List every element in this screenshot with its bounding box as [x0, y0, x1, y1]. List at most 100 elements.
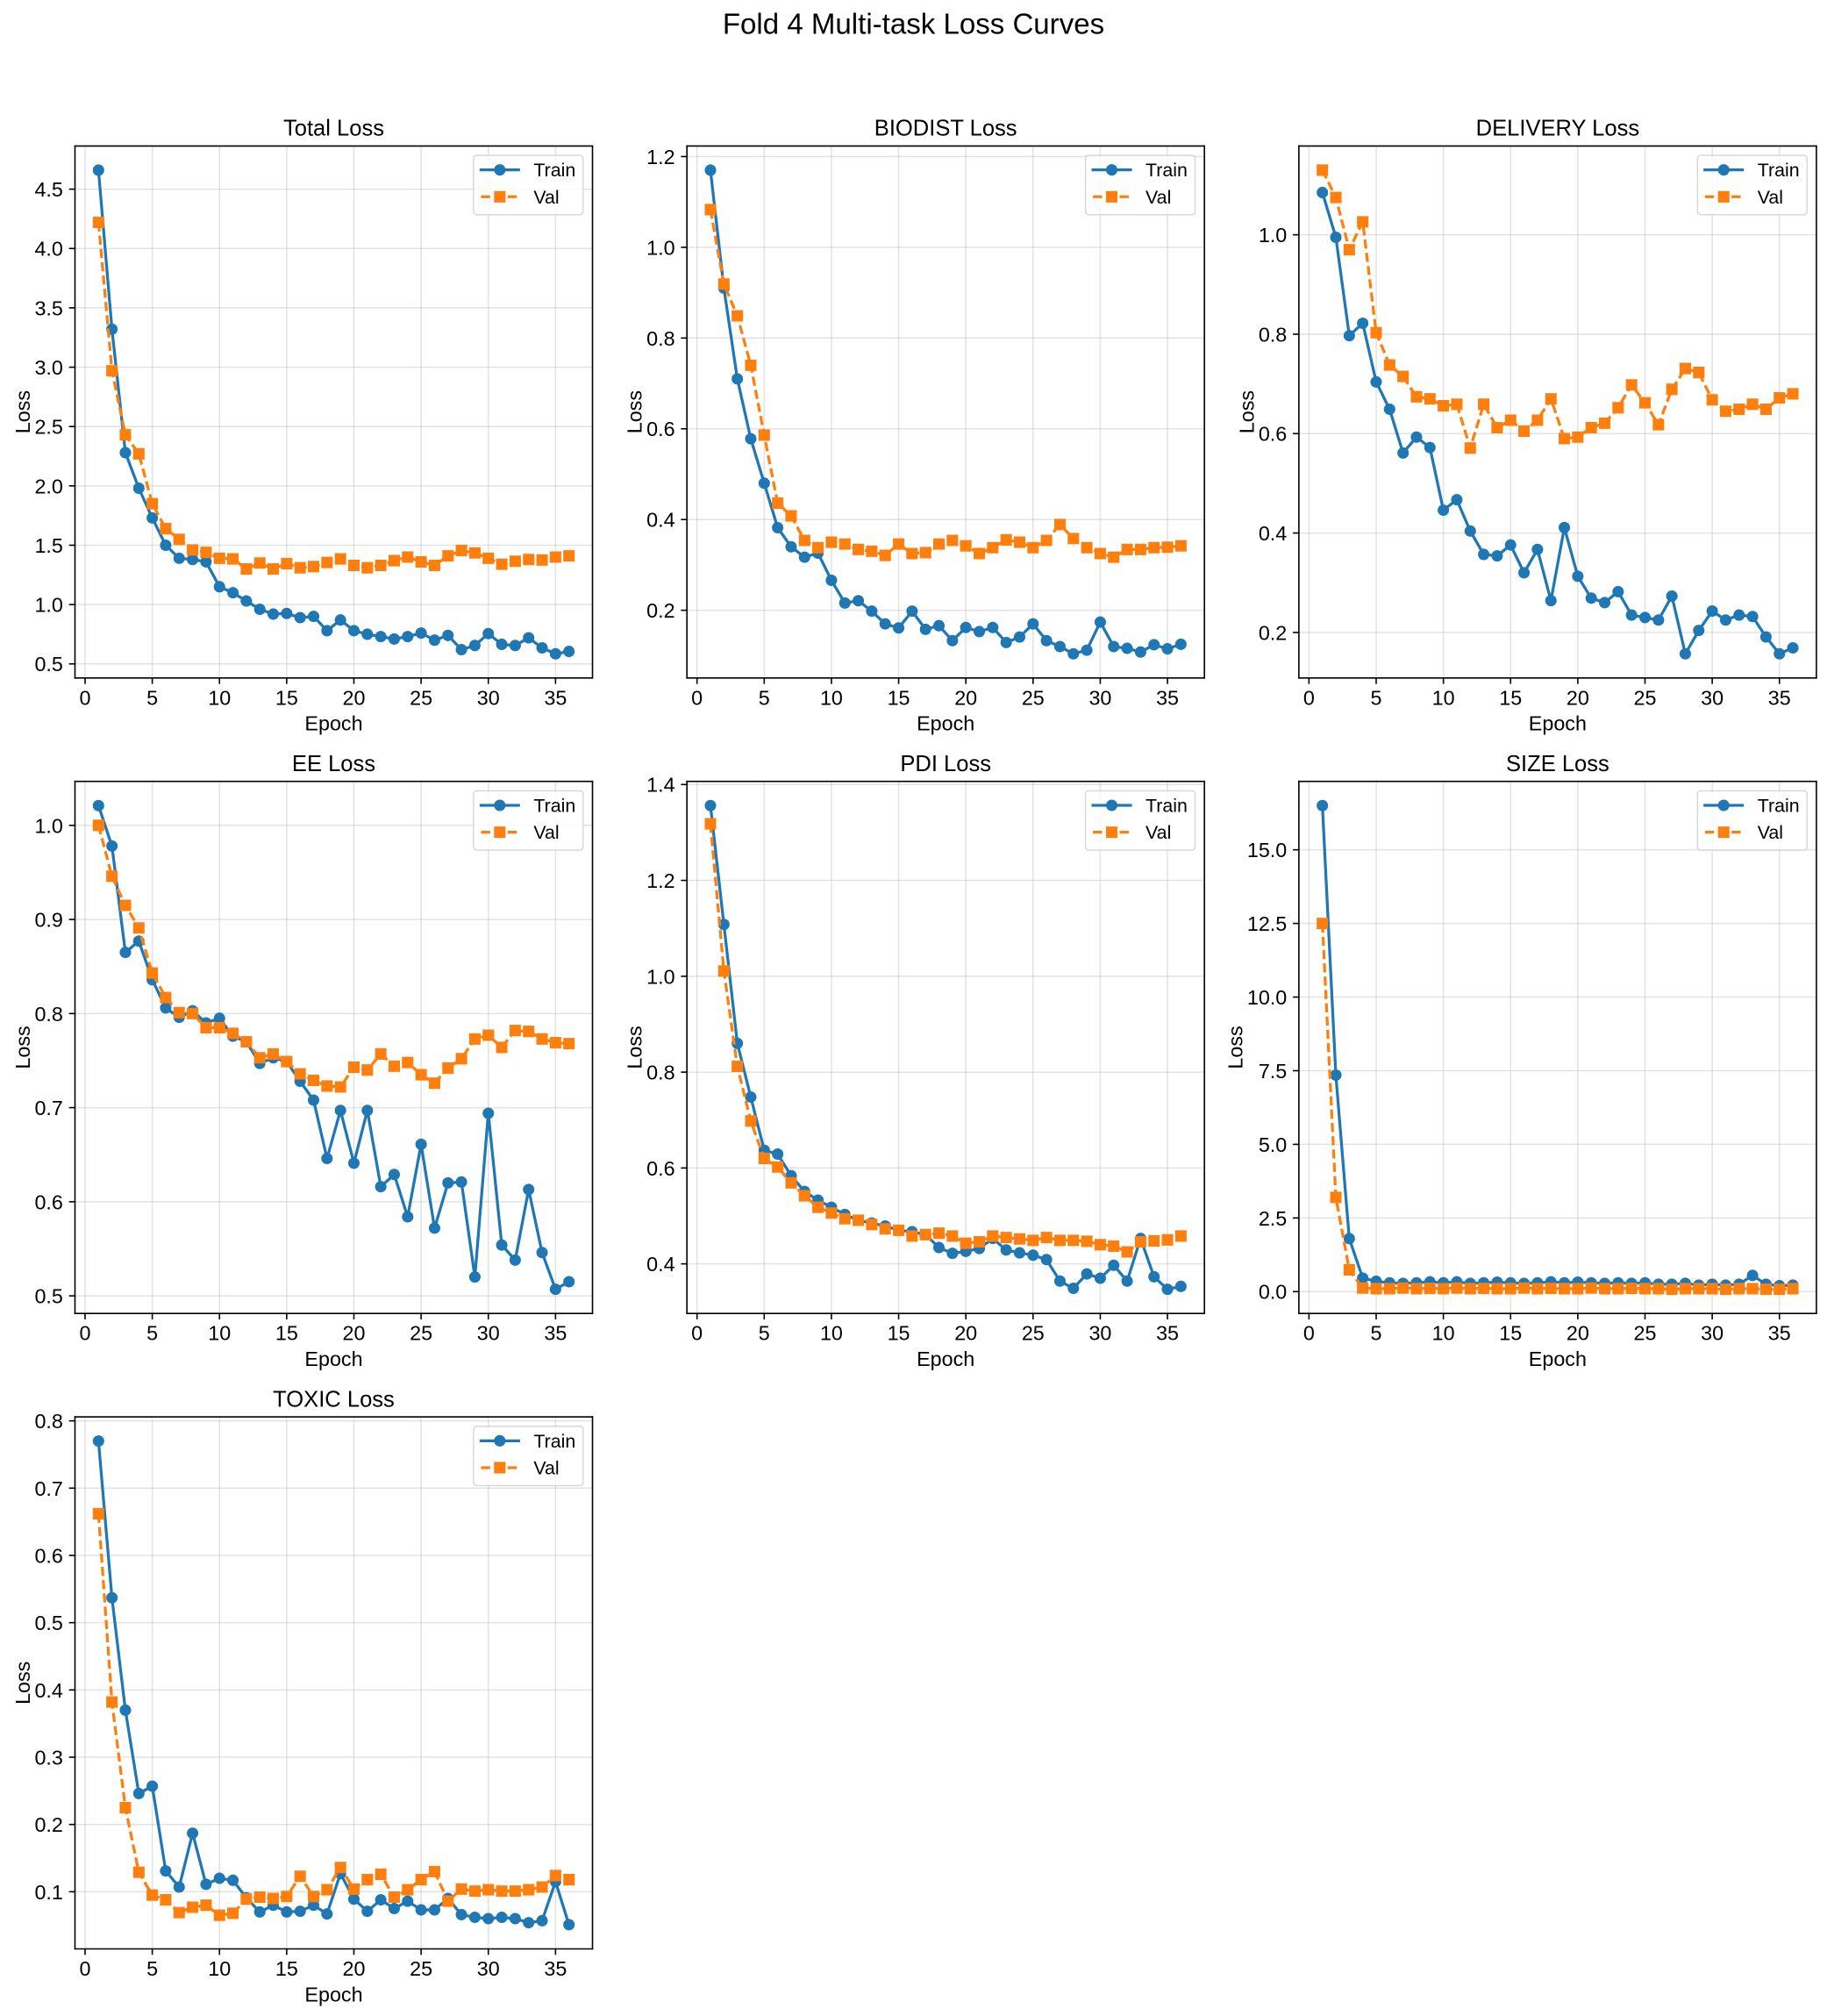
svg-text:BIODIST Loss: BIODIST Loss: [874, 117, 1017, 141]
svg-text:30: 30: [1701, 686, 1724, 709]
svg-text:0.6: 0.6: [1259, 423, 1287, 446]
svg-text:10: 10: [1432, 686, 1455, 709]
svg-text:0.4: 0.4: [34, 1679, 62, 1702]
svg-text:Val: Val: [533, 187, 559, 208]
svg-text:Epoch: Epoch: [304, 1348, 362, 1370]
svg-text:0: 0: [79, 686, 90, 709]
svg-text:0: 0: [1303, 1322, 1315, 1345]
svg-text:1.2: 1.2: [646, 869, 674, 892]
svg-text:25: 25: [1022, 686, 1045, 709]
svg-text:30: 30: [477, 1957, 500, 1980]
svg-text:15: 15: [888, 686, 910, 709]
svg-text:1.0: 1.0: [1259, 224, 1287, 247]
svg-text:10: 10: [208, 1322, 231, 1345]
svg-text:30: 30: [1088, 686, 1111, 709]
svg-text:20: 20: [954, 1322, 977, 1345]
svg-text:25: 25: [1634, 686, 1657, 709]
svg-text:30: 30: [1701, 1322, 1724, 1345]
svg-text:0: 0: [691, 686, 703, 709]
svg-text:15: 15: [275, 686, 298, 709]
svg-text:EE Loss: EE Loss: [292, 752, 375, 776]
svg-text:15.0: 15.0: [1247, 839, 1287, 861]
svg-text:20: 20: [1567, 686, 1589, 709]
svg-text:Val: Val: [1145, 187, 1171, 208]
svg-text:20: 20: [343, 1957, 366, 1980]
svg-text:10: 10: [820, 686, 843, 709]
svg-text:0.8: 0.8: [646, 1062, 674, 1084]
svg-text:0.5: 0.5: [34, 1612, 62, 1634]
svg-text:DELIVERY Loss: DELIVERY Loss: [1476, 117, 1640, 141]
svg-text:5: 5: [759, 686, 770, 709]
svg-text:15: 15: [888, 1322, 910, 1345]
svg-text:5: 5: [146, 1322, 158, 1345]
svg-text:35: 35: [544, 1322, 567, 1345]
svg-text:5: 5: [146, 686, 158, 709]
svg-text:0.5: 0.5: [34, 1285, 62, 1308]
svg-text:Epoch: Epoch: [1529, 1348, 1587, 1370]
svg-text:0.8: 0.8: [34, 1003, 62, 1026]
svg-text:Loss: Loss: [11, 1026, 34, 1069]
svg-text:5: 5: [1371, 686, 1382, 709]
svg-text:0.7: 0.7: [34, 1097, 62, 1119]
svg-text:Epoch: Epoch: [1529, 712, 1587, 735]
svg-text:0.6: 0.6: [646, 1157, 674, 1180]
svg-text:Val: Val: [1758, 822, 1783, 843]
svg-text:0.4: 0.4: [1259, 522, 1287, 545]
svg-text:5.0: 5.0: [1259, 1133, 1287, 1156]
svg-text:2.5: 2.5: [34, 416, 62, 439]
svg-text:15: 15: [275, 1322, 298, 1345]
svg-text:30: 30: [1088, 1322, 1111, 1345]
svg-text:35: 35: [1156, 686, 1179, 709]
svg-text:1.4: 1.4: [646, 774, 674, 797]
svg-text:5: 5: [759, 1322, 770, 1345]
svg-text:10.0: 10.0: [1247, 986, 1287, 1009]
svg-text:15: 15: [1499, 1322, 1522, 1345]
svg-text:3.0: 3.0: [34, 356, 62, 379]
svg-text:1.0: 1.0: [646, 236, 674, 259]
svg-text:Train: Train: [533, 1431, 575, 1452]
svg-text:0.1: 0.1: [34, 1881, 62, 1904]
svg-text:0.3: 0.3: [34, 1746, 62, 1769]
svg-text:0.6: 0.6: [646, 418, 674, 440]
svg-text:20: 20: [343, 1322, 366, 1345]
svg-text:0.8: 0.8: [34, 1410, 62, 1433]
svg-text:0.0: 0.0: [1259, 1281, 1287, 1304]
svg-text:0.8: 0.8: [1259, 323, 1287, 346]
svg-text:5: 5: [1371, 1322, 1382, 1345]
svg-text:Loss: Loss: [1235, 390, 1258, 433]
svg-text:Train: Train: [533, 795, 575, 816]
svg-text:35: 35: [1156, 1322, 1179, 1345]
svg-text:0.5: 0.5: [34, 653, 62, 676]
svg-text:TOXIC Loss: TOXIC Loss: [273, 1387, 395, 1412]
svg-text:Loss: Loss: [11, 390, 34, 433]
svg-text:4.5: 4.5: [34, 178, 62, 201]
svg-text:1.0: 1.0: [34, 814, 62, 837]
svg-text:0.4: 0.4: [646, 509, 674, 532]
svg-text:Loss: Loss: [11, 1662, 34, 1705]
svg-text:2.0: 2.0: [34, 475, 62, 497]
svg-text:0.6: 0.6: [34, 1190, 62, 1213]
svg-text:0.8: 0.8: [646, 327, 674, 350]
svg-text:0.9: 0.9: [34, 909, 62, 932]
svg-text:0.2: 0.2: [34, 1813, 62, 1836]
svg-text:20: 20: [343, 686, 366, 709]
svg-text:Total Loss: Total Loss: [283, 117, 384, 141]
svg-text:Loss: Loss: [624, 390, 646, 433]
svg-text:35: 35: [1768, 686, 1791, 709]
svg-text:0.4: 0.4: [646, 1253, 674, 1276]
svg-text:0: 0: [79, 1957, 90, 1980]
svg-text:25: 25: [410, 686, 432, 709]
svg-text:Train: Train: [1145, 160, 1188, 181]
svg-text:Train: Train: [1145, 795, 1188, 816]
svg-text:15: 15: [275, 1957, 298, 1980]
svg-text:1.0: 1.0: [34, 594, 62, 617]
svg-text:15: 15: [1499, 686, 1522, 709]
svg-text:Fold 4 Multi-task Loss Curves: Fold 4 Multi-task Loss Curves: [723, 8, 1104, 40]
svg-text:20: 20: [1567, 1322, 1589, 1345]
svg-text:25: 25: [1022, 1322, 1045, 1345]
svg-text:SIZE Loss: SIZE Loss: [1506, 752, 1609, 776]
svg-text:Epoch: Epoch: [304, 1983, 362, 2005]
svg-text:1.0: 1.0: [646, 965, 674, 988]
svg-text:Val: Val: [1145, 822, 1171, 843]
svg-text:Epoch: Epoch: [917, 1348, 974, 1370]
